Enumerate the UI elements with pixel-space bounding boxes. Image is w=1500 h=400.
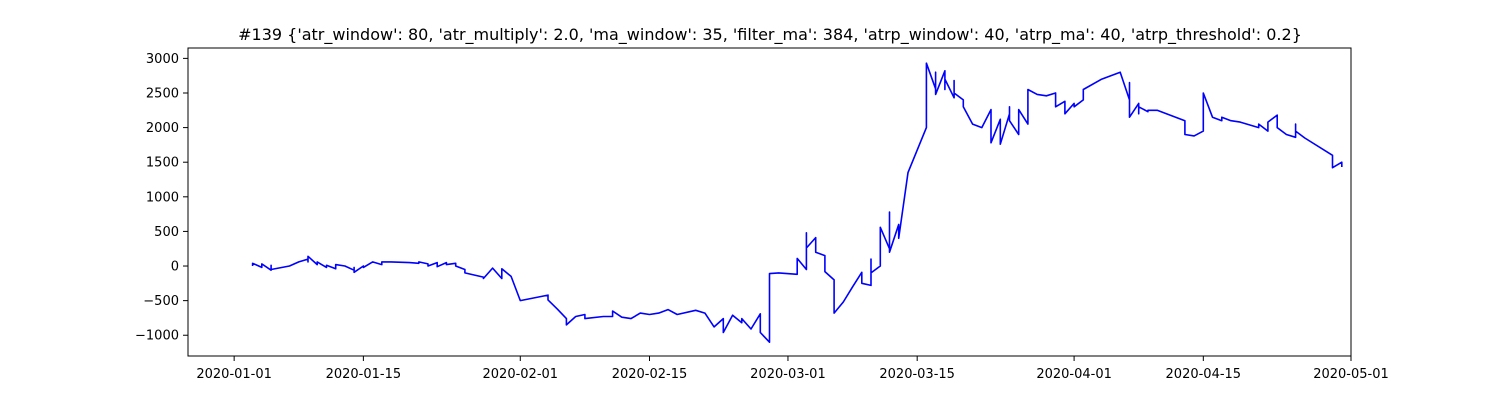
chart-title: #139 {'atr_window': 80, 'atr_multiply': … — [238, 25, 1302, 45]
x-tick-label: 2020-01-01 — [196, 367, 272, 382]
y-tick-label: 2500 — [146, 86, 179, 101]
y-tick-label: 500 — [154, 225, 179, 240]
y-axis: −1000 −500 0 500 1000 1500 2000 2500 3000 — [135, 52, 188, 344]
x-tick-label: 2020-03-01 — [750, 367, 826, 382]
x-tick-label: 2020-01-15 — [326, 367, 402, 382]
x-tick-label: 2020-05-01 — [1313, 367, 1389, 382]
y-tick-label: −1000 — [135, 329, 179, 344]
y-tick-label: 1500 — [146, 156, 179, 171]
x-tick-label: 2020-04-15 — [1166, 367, 1242, 382]
y-tick-label: 2000 — [146, 121, 179, 136]
plot-area-frame — [187, 47, 1352, 357]
x-axis: 2020-01-01 2020-01-15 2020-02-01 2020-02-15… — [196, 356, 1389, 382]
x-tick-label: 2020-02-01 — [483, 367, 559, 382]
x-tick-label: 2020-03-15 — [879, 367, 955, 382]
y-tick-label: 1000 — [146, 190, 179, 205]
y-tick-label: 3000 — [146, 52, 179, 67]
y-tick-label: −500 — [143, 294, 179, 309]
x-tick-label: 2020-02-15 — [612, 367, 688, 382]
y-tick-label: 0 — [171, 260, 179, 275]
series-line — [251, 62, 1343, 344]
x-tick-label: 2020-04-01 — [1036, 367, 1112, 382]
